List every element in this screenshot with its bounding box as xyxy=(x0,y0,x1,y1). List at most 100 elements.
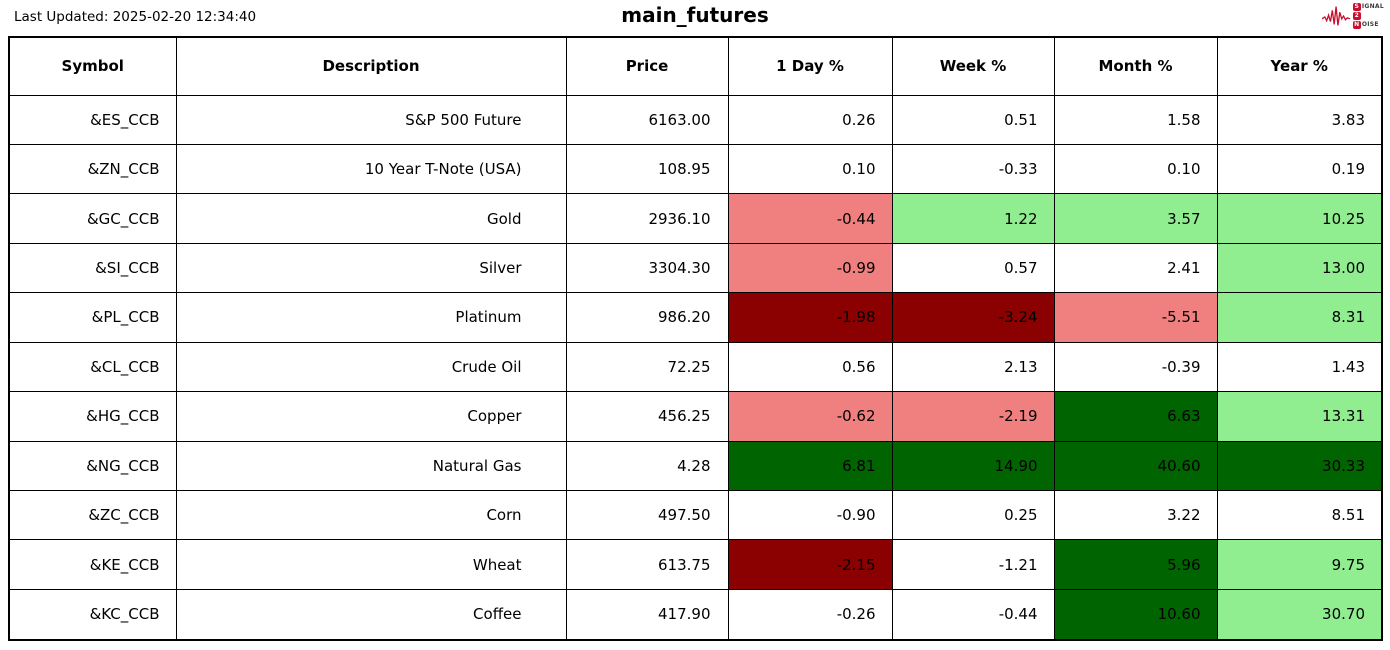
year-pct-cell: 3.83 xyxy=(1216,94,1383,145)
week-pct-cell: 0.57 xyxy=(891,242,1055,294)
week-pct-cell: 1.22 xyxy=(891,193,1055,244)
price-cell: 986.20 xyxy=(565,292,729,343)
year-pct-cell: 8.31 xyxy=(1216,292,1383,343)
day-pct-cell: -1.98 xyxy=(727,292,893,343)
month-pct-cell: 1.58 xyxy=(1053,94,1218,145)
table-row: &KE_CCB Wheat 613.75 -2.15 -1.21 5.96 9.75 xyxy=(8,539,1383,590)
day-pct-cell: -0.62 xyxy=(727,391,893,442)
month-pct-cell: 6.63 xyxy=(1053,391,1218,442)
description-cell: Copper xyxy=(175,391,567,442)
price-cell: 108.95 xyxy=(565,143,729,195)
logo-text: S IGNAL 2 N OISE xyxy=(1352,3,1384,29)
week-pct-cell: 0.25 xyxy=(891,489,1055,541)
year-pct-cell: 0.19 xyxy=(1216,143,1383,195)
description-cell: Natural Gas xyxy=(175,440,567,492)
symbol-cell: &ZN_CCB xyxy=(8,143,177,195)
symbol-cell: &KE_CCB xyxy=(8,539,177,590)
year-pct-cell: 9.75 xyxy=(1216,539,1383,590)
price-cell: 3304.30 xyxy=(565,242,729,294)
month-pct-cell: -0.39 xyxy=(1053,341,1218,393)
description-cell: Crude Oil xyxy=(175,341,567,393)
column-header-symbol: Symbol xyxy=(8,36,177,96)
month-pct-cell: 10.60 xyxy=(1053,588,1218,641)
week-pct-cell: -3.24 xyxy=(891,292,1055,343)
price-cell: 72.25 xyxy=(565,341,729,393)
year-pct-cell: 30.70 xyxy=(1216,588,1383,641)
table-row: &ZC_CCB Corn 497.50 -0.90 0.25 3.22 8.51 xyxy=(8,489,1383,541)
week-pct-cell: -2.19 xyxy=(891,391,1055,442)
table-header-row: Symbol Description Price 1 Day % Week % Month… xyxy=(8,36,1383,96)
price-cell: 613.75 xyxy=(565,539,729,590)
table-row: &PL_CCB Platinum 986.20 -1.98 -3.24 -5.51 8.31 xyxy=(8,292,1383,343)
futures-table: Symbol Description Price 1 Day % Week % Month… xyxy=(8,36,1383,641)
price-cell: 2936.10 xyxy=(565,193,729,244)
week-pct-cell: -0.33 xyxy=(891,143,1055,195)
year-pct-cell: 10.25 xyxy=(1216,193,1383,244)
week-pct-cell: -1.21 xyxy=(891,539,1055,590)
day-pct-cell: -0.99 xyxy=(727,242,893,294)
logo-line-noise: N OISE xyxy=(1352,21,1384,29)
day-pct-cell: -0.90 xyxy=(727,489,893,541)
column-header-description: Description xyxy=(175,36,567,96)
price-cell: 6163.00 xyxy=(565,94,729,145)
table-row: &HG_CCB Copper 456.25 -0.62 -2.19 6.63 13.31 xyxy=(8,391,1383,442)
month-pct-cell: 3.57 xyxy=(1053,193,1218,244)
column-header-1-day: 1 Day % xyxy=(727,36,893,96)
day-pct-cell: -0.26 xyxy=(727,588,893,641)
description-cell: Corn xyxy=(175,489,567,541)
last-updated-text: Last Updated: 2025-02-20 12:34:40 xyxy=(14,9,257,25)
day-pct-cell: 0.56 xyxy=(727,341,893,393)
day-pct-cell: 0.26 xyxy=(727,94,893,145)
month-pct-cell: 3.22 xyxy=(1053,489,1218,541)
symbol-cell: &ES_CCB xyxy=(8,94,177,145)
logo-rest-ignal: IGNAL xyxy=(1361,3,1384,10)
logo-rest-oise: OISE xyxy=(1361,21,1379,28)
description-cell: Coffee xyxy=(175,588,567,641)
week-pct-cell: -0.44 xyxy=(891,588,1055,641)
column-header-month: Month % xyxy=(1053,36,1218,96)
table-row: &GC_CCB Gold 2936.10 -0.44 1.22 3.57 10.25 xyxy=(8,193,1383,244)
description-cell: S&P 500 Future xyxy=(175,94,567,145)
table-row: &ZN_CCB 10 Year T-Note (USA) 108.95 0.10 -0.… xyxy=(8,143,1383,195)
year-pct-cell: 13.00 xyxy=(1216,242,1383,294)
description-cell: Silver xyxy=(175,242,567,294)
day-pct-cell: -2.15 xyxy=(727,539,893,590)
logo-badge-2: 2 xyxy=(1352,12,1361,20)
logo-badge-s: S xyxy=(1352,3,1361,11)
symbol-cell: &CL_CCB xyxy=(8,341,177,393)
month-pct-cell: 2.41 xyxy=(1053,242,1218,294)
day-pct-cell: 6.81 xyxy=(727,440,893,492)
price-cell: 497.50 xyxy=(565,489,729,541)
table-row: &ES_CCB S&P 500 Future 6163.00 0.26 0.51 1.58… xyxy=(8,94,1383,145)
description-cell: Platinum xyxy=(175,292,567,343)
year-pct-cell: 13.31 xyxy=(1216,391,1383,442)
year-pct-cell: 30.33 xyxy=(1216,440,1383,492)
description-cell: Gold xyxy=(175,193,567,244)
year-pct-cell: 8.51 xyxy=(1216,489,1383,541)
symbol-cell: &KC_CCB xyxy=(8,588,177,641)
column-header-price: Price xyxy=(565,36,729,96)
symbol-cell: &ZC_CCB xyxy=(8,489,177,541)
price-cell: 417.90 xyxy=(565,588,729,641)
week-pct-cell: 2.13 xyxy=(891,341,1055,393)
month-pct-cell: 5.96 xyxy=(1053,539,1218,590)
symbol-cell: &GC_CCB xyxy=(8,193,177,244)
symbol-cell: &SI_CCB xyxy=(8,242,177,294)
waveform-icon xyxy=(1321,6,1351,26)
month-pct-cell: 40.60 xyxy=(1053,440,1218,492)
table-row: &NG_CCB Natural Gas 4.28 6.81 14.90 40.60 30.3… xyxy=(8,440,1383,492)
day-pct-cell: -0.44 xyxy=(727,193,893,244)
table-row: &KC_CCB Coffee 417.90 -0.26 -0.44 10.60 30.70 xyxy=(8,588,1383,641)
description-cell: Wheat xyxy=(175,539,567,590)
symbol-cell: &NG_CCB xyxy=(8,440,177,492)
logo-badge-n: N xyxy=(1352,21,1361,29)
symbol-cell: &PL_CCB xyxy=(8,292,177,343)
week-pct-cell: 0.51 xyxy=(891,94,1055,145)
table-row: &CL_CCB Crude Oil 72.25 0.56 2.13 -0.39 1.43 xyxy=(8,341,1383,393)
price-cell: 4.28 xyxy=(565,440,729,492)
column-header-year: Year % xyxy=(1216,36,1383,96)
column-header-week: Week % xyxy=(891,36,1055,96)
day-pct-cell: 0.10 xyxy=(727,143,893,195)
logo-line-signal: S IGNAL xyxy=(1352,3,1384,11)
